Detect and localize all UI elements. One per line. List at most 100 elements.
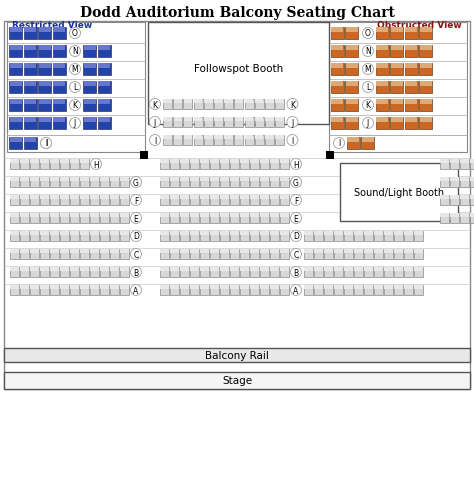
Bar [20,160,29,163]
Text: O: O [365,30,371,38]
Bar [170,231,179,235]
Bar [329,23,467,152]
Bar [280,213,289,224]
Bar [210,268,219,271]
Bar [10,196,19,206]
Bar [404,286,413,289]
Bar [90,268,99,277]
Bar [405,46,418,58]
Bar [440,178,449,181]
Bar [250,286,259,289]
Bar [70,160,79,163]
Text: J: J [367,119,369,128]
Bar [20,286,29,295]
Bar [110,196,119,206]
Bar [10,249,18,253]
Bar [70,196,79,199]
Bar [110,249,119,259]
Bar [354,249,363,259]
Bar [220,231,229,242]
Bar [180,178,189,181]
Bar [405,64,418,76]
Bar [220,286,228,289]
Bar [184,118,192,121]
Bar [331,28,344,33]
Bar [50,286,59,295]
Bar [70,213,79,224]
Bar [346,82,358,94]
Bar [70,249,79,259]
Circle shape [149,99,161,110]
Circle shape [363,100,374,111]
Bar [194,136,202,139]
Bar [260,231,269,242]
Bar [190,249,199,259]
Circle shape [130,267,142,278]
Bar [470,160,474,163]
Bar [376,64,389,69]
Bar [90,213,99,224]
Bar [250,286,259,295]
Bar [391,28,403,33]
Bar [255,136,264,139]
Bar [394,231,403,242]
Bar [260,196,269,206]
Bar [184,136,192,139]
Bar [450,196,459,199]
Bar [60,286,69,295]
Bar [260,231,269,235]
Bar [384,231,392,235]
Bar [260,213,269,224]
Bar [100,178,109,188]
Bar [110,231,119,242]
Bar [30,249,39,259]
Bar [326,151,334,160]
Bar [50,178,59,181]
Bar [414,249,423,253]
Bar [80,268,89,277]
Bar [420,82,432,87]
Bar [38,118,51,130]
Bar [404,268,413,271]
Bar [240,249,249,253]
Bar [280,196,289,199]
Bar [346,118,358,130]
Bar [460,178,469,181]
Text: Dodd Auditorium Balcony Seating Chart: Dodd Auditorium Balcony Seating Chart [80,6,394,20]
Circle shape [149,135,161,146]
Bar [250,196,259,206]
Bar [470,213,474,224]
Bar [275,136,284,146]
Bar [280,196,289,206]
Bar [24,64,36,69]
Bar [190,196,199,199]
Bar [200,268,209,277]
Bar [324,249,333,253]
Bar [60,160,69,163]
Bar [210,213,219,217]
Bar [324,286,333,289]
Bar [260,196,269,199]
Bar [180,249,189,259]
Bar [364,286,373,295]
Bar [460,213,469,224]
Bar [200,231,209,242]
Bar [193,118,202,128]
Bar [20,213,29,224]
Bar [170,231,179,242]
Bar [240,178,249,188]
Bar [245,136,254,146]
Bar [40,178,49,181]
Bar [304,231,313,242]
Bar [391,46,403,51]
Bar [193,100,202,110]
Bar [91,178,99,181]
Bar [201,268,209,271]
Text: N: N [72,47,78,56]
Bar [83,118,96,130]
Bar [50,178,59,188]
Circle shape [40,138,52,149]
Bar [280,286,289,289]
Bar [230,178,239,181]
Bar [30,268,39,277]
